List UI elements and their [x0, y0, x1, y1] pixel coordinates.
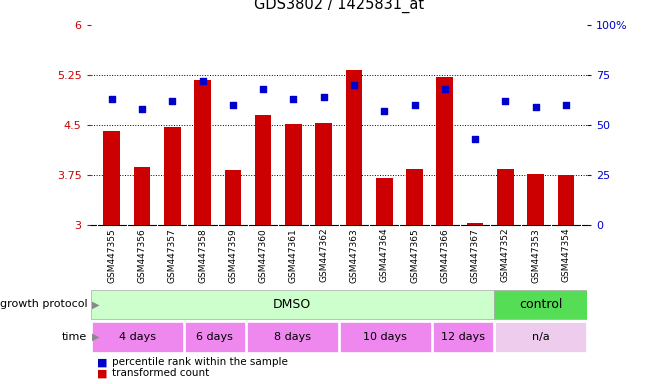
Text: 4 days: 4 days: [119, 332, 156, 342]
Point: [288, 96, 299, 102]
Text: GSM447365: GSM447365: [410, 228, 419, 283]
Text: GSM447357: GSM447357: [168, 228, 177, 283]
Point: [107, 96, 117, 102]
Bar: [247, 322, 338, 352]
Text: control: control: [519, 298, 562, 311]
Bar: [255, 115, 272, 225]
Text: GSM447352: GSM447352: [501, 228, 510, 283]
Text: 6 days: 6 days: [197, 332, 233, 342]
Text: growth protocol: growth protocol: [0, 299, 87, 310]
Bar: [376, 178, 393, 225]
Text: GSM447355: GSM447355: [107, 228, 116, 283]
Bar: [406, 169, 423, 225]
Text: GSM447362: GSM447362: [319, 228, 328, 283]
Text: 12 days: 12 days: [441, 332, 485, 342]
Point: [440, 86, 450, 92]
Text: ■: ■: [97, 368, 108, 378]
Point: [349, 82, 360, 88]
Point: [318, 94, 329, 100]
Text: GSM447360: GSM447360: [258, 228, 268, 283]
Bar: [346, 70, 362, 225]
Bar: [103, 131, 120, 225]
Point: [167, 98, 178, 104]
Text: GSM447354: GSM447354: [562, 228, 570, 283]
Text: ▶: ▶: [92, 299, 99, 310]
Text: DMSO: DMSO: [273, 298, 311, 311]
Point: [500, 98, 511, 104]
Text: GSM447353: GSM447353: [531, 228, 540, 283]
Bar: [91, 322, 183, 352]
Bar: [225, 170, 241, 225]
Bar: [437, 77, 453, 225]
Bar: [527, 174, 544, 225]
Bar: [185, 322, 245, 352]
Bar: [285, 124, 302, 225]
Text: 10 days: 10 days: [364, 332, 407, 342]
Bar: [164, 127, 180, 225]
Text: transformed count: transformed count: [112, 368, 209, 378]
Text: GSM447361: GSM447361: [289, 228, 298, 283]
Bar: [495, 322, 586, 352]
Text: 8 days: 8 days: [274, 332, 311, 342]
Text: GSM447358: GSM447358: [198, 228, 207, 283]
Bar: [91, 290, 494, 319]
Bar: [497, 169, 514, 225]
Text: GSM447364: GSM447364: [380, 228, 389, 283]
Text: percentile rank within the sample: percentile rank within the sample: [112, 358, 288, 367]
Bar: [494, 290, 587, 319]
Text: n/a: n/a: [531, 332, 550, 342]
Text: GSM447359: GSM447359: [228, 228, 238, 283]
Point: [197, 78, 208, 84]
Point: [227, 102, 238, 108]
Point: [137, 106, 148, 112]
Text: time: time: [62, 332, 87, 342]
Point: [409, 102, 420, 108]
Bar: [558, 175, 574, 225]
Point: [470, 136, 480, 142]
Text: GSM447363: GSM447363: [350, 228, 358, 283]
Text: ■: ■: [97, 358, 108, 367]
Point: [258, 86, 268, 92]
Bar: [433, 322, 493, 352]
Text: GDS3802 / 1425831_at: GDS3802 / 1425831_at: [254, 0, 424, 13]
Point: [530, 104, 541, 110]
Bar: [134, 167, 150, 225]
Bar: [340, 322, 431, 352]
Bar: [315, 124, 332, 225]
Point: [379, 108, 390, 114]
Text: ▶: ▶: [92, 332, 99, 342]
Bar: [467, 223, 483, 225]
Text: GSM447366: GSM447366: [440, 228, 450, 283]
Text: GSM447367: GSM447367: [470, 228, 480, 283]
Bar: [195, 79, 211, 225]
Point: [560, 102, 571, 108]
Text: GSM447356: GSM447356: [138, 228, 146, 283]
